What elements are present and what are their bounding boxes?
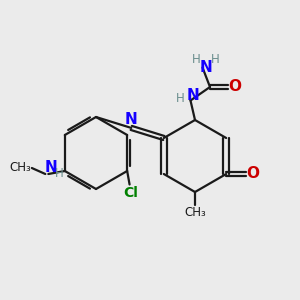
Text: H: H <box>191 52 200 66</box>
Text: O: O <box>246 167 259 182</box>
Text: CH₃: CH₃ <box>184 206 206 220</box>
Text: N: N <box>124 112 137 127</box>
Text: N: N <box>186 88 199 103</box>
Text: O: O <box>228 80 241 94</box>
Text: N: N <box>200 60 212 75</box>
Text: H: H <box>211 52 220 66</box>
Text: H: H <box>54 167 63 181</box>
Text: CH₃: CH₃ <box>10 161 32 175</box>
Text: N: N <box>44 160 57 175</box>
Text: Cl: Cl <box>124 186 139 200</box>
Text: H: H <box>176 92 184 106</box>
